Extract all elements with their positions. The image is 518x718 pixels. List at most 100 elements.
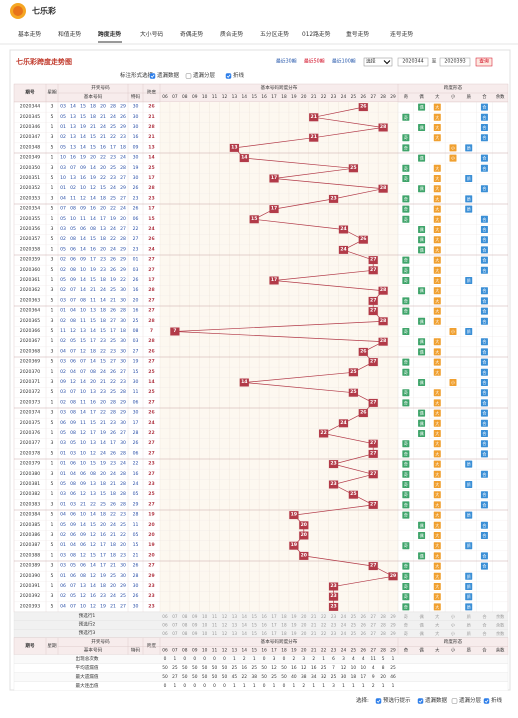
preselect-cell[interactable]: 12 bbox=[222, 614, 228, 619]
footer-option-label[interactable]: 预选行提示 bbox=[383, 696, 411, 704]
preselect-cell[interactable]: 07 bbox=[172, 622, 178, 627]
preselect-cell[interactable]: 22 bbox=[321, 614, 327, 619]
preselect-shape-cell[interactable]: 小 bbox=[451, 613, 456, 620]
select-box[interactable] bbox=[363, 57, 393, 67]
preselect-shape-cell[interactable]: 合 bbox=[482, 630, 487, 637]
preselect-shape-cell[interactable]: 大 bbox=[435, 621, 439, 628]
preselect-cell[interactable]: 07 bbox=[172, 631, 178, 636]
preselect-shape-cell[interactable]: 合 bbox=[482, 621, 487, 628]
preselect-cell[interactable]: 21 bbox=[311, 631, 317, 636]
preselect-cell[interactable]: 28 bbox=[380, 631, 386, 636]
preselect-cell[interactable]: 24 bbox=[341, 614, 347, 619]
preselect-cell[interactable]: 16 bbox=[261, 614, 267, 619]
preselect-cell[interactable]: 06 bbox=[162, 622, 168, 627]
to-input[interactable] bbox=[439, 57, 471, 67]
preselect-shape-cell[interactable]: 大 bbox=[435, 613, 439, 620]
preselect-cell[interactable]: 06 bbox=[162, 631, 168, 636]
footer-option-box[interactable] bbox=[483, 698, 490, 704]
preselect-cell[interactable]: 20 bbox=[301, 614, 307, 619]
preselect-shape-cell[interactable]: 小 bbox=[451, 621, 456, 628]
preselect-cell[interactable]: 27 bbox=[371, 614, 377, 619]
option-label[interactable]: 遗漏分层 bbox=[193, 71, 216, 79]
preselect-cell[interactable]: 12 bbox=[222, 631, 228, 636]
preselect-cell[interactable]: 17 bbox=[271, 622, 277, 627]
option-label[interactable]: 折线 bbox=[233, 71, 245, 79]
preselect-cell[interactable]: 19 bbox=[291, 614, 297, 619]
preselect-cell[interactable]: 13 bbox=[232, 622, 238, 627]
preselect-cell[interactable]: 23 bbox=[331, 622, 337, 627]
preselect-cell[interactable]: 17 bbox=[271, 614, 277, 619]
preselect-cell[interactable]: 28 bbox=[380, 622, 386, 627]
nav-link[interactable]: 质合走势 bbox=[220, 30, 243, 38]
preselect-cell[interactable]: 16 bbox=[261, 622, 267, 627]
preselect-cell[interactable]: 18 bbox=[281, 614, 287, 619]
preselect-cell[interactable]: 08 bbox=[182, 631, 188, 636]
preselect-cell[interactable]: 14 bbox=[242, 631, 248, 636]
preselect-cell[interactable]: 10 bbox=[202, 614, 208, 619]
from-value[interactable]: 2020344 bbox=[402, 59, 423, 65]
preselect-cell[interactable]: 21 bbox=[311, 614, 317, 619]
preselect-shape-cell[interactable]: 余数 bbox=[496, 613, 505, 620]
preselect-shape-cell[interactable]: 质 bbox=[467, 613, 471, 620]
select-text[interactable]: 选择 bbox=[366, 58, 376, 65]
nav-link[interactable]: 大小号码 bbox=[140, 30, 163, 38]
preselect-shape-cell[interactable]: 奇 bbox=[404, 621, 408, 628]
preselect-shape-cell[interactable]: 小 bbox=[451, 630, 456, 637]
preselect-cell[interactable]: 08 bbox=[182, 614, 188, 619]
nav-link[interactable]: 五分区走势 bbox=[260, 30, 289, 38]
preselect-shape-cell[interactable]: 偶 bbox=[419, 630, 423, 637]
preselect-cell[interactable]: 09 bbox=[192, 631, 198, 636]
footer-option-box[interactable] bbox=[417, 698, 424, 704]
preselect-cell[interactable]: 24 bbox=[341, 631, 347, 636]
nav-link[interactable]: 跨度走势 bbox=[98, 30, 121, 38]
quick-link[interactable]: 最近50期 bbox=[304, 58, 325, 65]
query-button[interactable] bbox=[475, 57, 493, 67]
preselect-cell[interactable]: 15 bbox=[252, 622, 258, 627]
preselect-shape-cell[interactable]: 余数 bbox=[496, 630, 505, 637]
preselect-cell[interactable]: 27 bbox=[371, 622, 377, 627]
preselect-cell[interactable]: 13 bbox=[232, 631, 238, 636]
preselect-cell[interactable]: 16 bbox=[261, 631, 267, 636]
preselect-shape-cell[interactable]: 合 bbox=[482, 613, 487, 620]
preselect-cell[interactable]: 29 bbox=[390, 622, 396, 627]
footer-option-label[interactable]: 遗漏数据 bbox=[425, 696, 448, 704]
preselect-cell[interactable]: 27 bbox=[371, 631, 377, 636]
preselect-cell[interactable]: 25 bbox=[351, 622, 357, 627]
preselect-cell[interactable]: 24 bbox=[341, 622, 347, 627]
from-input[interactable] bbox=[397, 57, 429, 67]
nav-link[interactable]: 012路走势 bbox=[302, 30, 331, 38]
preselect-cell[interactable]: 22 bbox=[321, 631, 327, 636]
nav-link[interactable]: 和值走势 bbox=[58, 30, 81, 38]
preselect-shape-cell[interactable]: 奇 bbox=[404, 630, 408, 637]
nav-link[interactable]: 奇偶走势 bbox=[180, 30, 203, 38]
nav-link[interactable]: 连号走势 bbox=[390, 30, 413, 38]
preselect-cell[interactable]: 21 bbox=[311, 622, 317, 627]
to-value[interactable]: 2020393 bbox=[444, 59, 465, 65]
preselect-cell[interactable]: 20 bbox=[301, 631, 307, 636]
preselect-cell[interactable]: 19 bbox=[291, 631, 297, 636]
preselect-cell[interactable]: 11 bbox=[212, 631, 218, 636]
preselect-cell[interactable]: 22 bbox=[321, 622, 327, 627]
preselect-cell[interactable]: 10 bbox=[202, 622, 208, 627]
preselect-shape-cell[interactable]: 偶 bbox=[419, 621, 423, 628]
preselect-cell[interactable]: 14 bbox=[242, 622, 248, 627]
preselect-cell[interactable]: 07 bbox=[172, 614, 178, 619]
preselect-cell[interactable]: 28 bbox=[380, 614, 386, 619]
preselect-shape-cell[interactable]: 大 bbox=[435, 630, 439, 637]
quick-link[interactable]: 最近100期 bbox=[332, 58, 356, 65]
preselect-shape-cell[interactable]: 奇 bbox=[404, 613, 408, 620]
preselect-cell[interactable]: 06 bbox=[162, 614, 168, 619]
preselect-shape-cell[interactable]: 质 bbox=[467, 621, 471, 628]
preselect-cell[interactable]: 20 bbox=[301, 622, 307, 627]
preselect-cell[interactable]: 10 bbox=[202, 631, 208, 636]
preselect-cell[interactable]: 11 bbox=[212, 614, 218, 619]
preselect-cell[interactable]: 18 bbox=[281, 622, 287, 627]
option-label[interactable]: 遗漏数据 bbox=[157, 71, 180, 79]
preselect-cell[interactable]: 23 bbox=[331, 631, 337, 636]
preselect-cell[interactable]: 29 bbox=[390, 614, 396, 619]
preselect-cell[interactable]: 26 bbox=[361, 622, 367, 627]
footer-option-label[interactable]: 折线 bbox=[491, 696, 503, 704]
preselect-cell[interactable]: 26 bbox=[361, 614, 367, 619]
preselect-cell[interactable]: 18 bbox=[281, 631, 287, 636]
option-box[interactable] bbox=[149, 73, 156, 79]
